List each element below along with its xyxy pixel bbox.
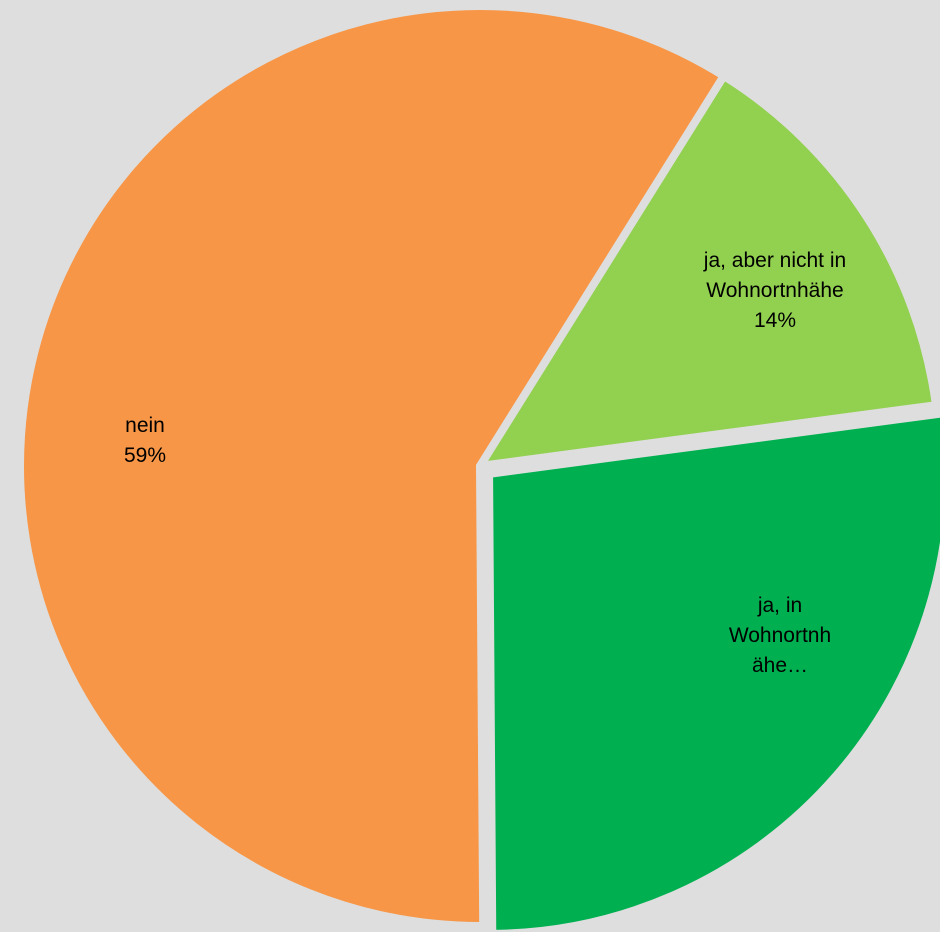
data-label-line: ähe… — [752, 654, 808, 677]
pie-data-labels: ja, aber nicht in Wohnortnhähe 14% ja, in Wo… — [124, 249, 846, 677]
data-label-line: nein — [125, 414, 165, 437]
data-label-line: ja, in — [757, 594, 802, 617]
data-label-2: nein 59% — [124, 414, 166, 467]
data-label-1: ja, in Wohnortnh ähe… — [729, 594, 831, 677]
data-label-line: Wohnortnhähe — [706, 279, 843, 302]
data-label-line: Wohnortnh — [729, 624, 831, 647]
pie-slice-2 — [16, 2, 730, 930]
data-label-line: ja, aber nicht in — [703, 249, 846, 272]
pie-slice-0 — [472, 70, 940, 472]
data-label-0: ja, aber nicht in Wohnortnhähe 14% — [703, 249, 846, 332]
data-label-line: 59% — [124, 444, 166, 467]
pie-slice-1 — [485, 409, 940, 932]
data-label-line: 14% — [754, 309, 796, 332]
pie-slices — [16, 2, 940, 932]
